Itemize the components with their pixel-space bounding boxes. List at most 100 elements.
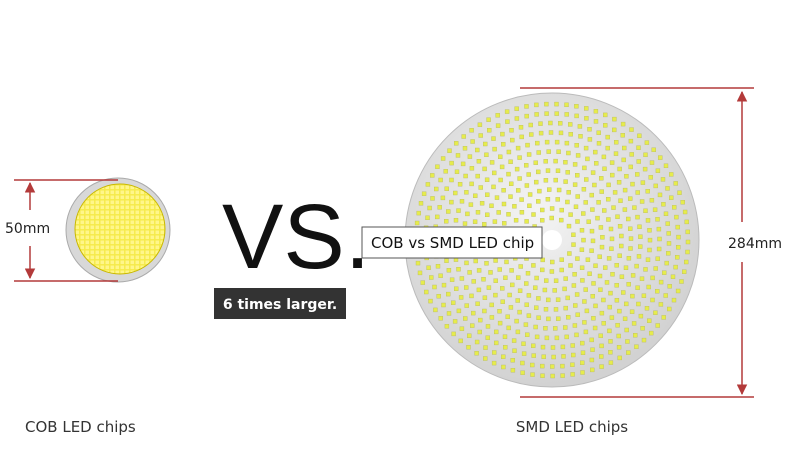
led-dot [438, 177, 443, 183]
led-dot [606, 217, 611, 222]
led-dot [521, 351, 527, 356]
led-dot [599, 354, 604, 359]
led-dot [674, 214, 679, 220]
led-dot [430, 196, 435, 201]
led-dot [531, 343, 536, 348]
led-dot [534, 334, 540, 340]
led-dot [635, 190, 640, 195]
led-dot [453, 217, 459, 223]
led-dot [488, 270, 493, 275]
led-dot [653, 266, 658, 271]
led-dot [621, 290, 626, 295]
led-dot [589, 337, 594, 343]
led-dot [601, 321, 606, 326]
led-dot [538, 130, 544, 136]
led-dot [526, 313, 532, 318]
led-dot [459, 199, 465, 204]
led-dot [560, 373, 565, 378]
led-dot [435, 214, 440, 220]
led-dot [525, 142, 530, 148]
led-dot [638, 244, 643, 249]
led-dot [647, 237, 653, 243]
led-dot [456, 267, 461, 272]
led-dot [648, 175, 653, 180]
led-dot [669, 195, 674, 200]
led-dot [586, 219, 591, 224]
led-dot [563, 305, 568, 311]
led-dot [600, 234, 605, 240]
led-dot [629, 309, 635, 314]
led-dot [608, 290, 613, 296]
led-dot [503, 275, 508, 280]
led-dot [503, 345, 508, 350]
led-dot [605, 134, 610, 140]
led-dot [590, 238, 596, 244]
led-dot [421, 191, 427, 196]
led-dot [579, 265, 585, 270]
led-dot [566, 190, 571, 195]
led-dot [626, 350, 631, 355]
led-dot [524, 113, 529, 119]
led-dot [470, 323, 475, 328]
led-dot [650, 297, 655, 303]
led-dot [543, 326, 548, 331]
led-dot [543, 307, 549, 312]
led-dot [601, 297, 606, 303]
led-dot [454, 286, 459, 291]
led-dot [645, 257, 651, 262]
led-dot [591, 316, 596, 321]
led-dot [444, 218, 449, 224]
led-dot [590, 170, 596, 175]
led-dot [561, 354, 566, 359]
led-dot [491, 184, 496, 190]
led-dot [663, 293, 668, 298]
led-dot [548, 130, 554, 135]
led-dot [612, 127, 617, 133]
led-dot [624, 327, 629, 333]
led-dot [449, 177, 454, 183]
led-dot [622, 316, 628, 321]
led-dot [476, 268, 482, 273]
led-dot [582, 165, 587, 171]
led-dot [477, 122, 483, 127]
led-dot [626, 282, 631, 287]
led-dot [509, 127, 514, 133]
led-dot [671, 297, 677, 303]
led-dot [621, 157, 626, 163]
led-dot [638, 313, 644, 319]
led-dot [582, 320, 587, 325]
led-dot [649, 330, 654, 336]
led-dot [610, 172, 615, 178]
led-dot [534, 112, 539, 117]
led-dot [555, 168, 561, 174]
led-dot [645, 188, 650, 194]
led-dot [502, 221, 507, 226]
led-dot [523, 322, 529, 327]
led-dot [572, 323, 578, 328]
led-dot [577, 124, 583, 129]
led-dot [487, 127, 492, 133]
led-dot [610, 272, 615, 277]
led-dot [591, 281, 596, 286]
led-dot [608, 339, 613, 344]
led-dot [574, 103, 579, 109]
led-dot [510, 368, 516, 373]
led-dot [524, 104, 529, 109]
led-dot [449, 199, 454, 205]
led-dot [481, 277, 486, 282]
led-dot [583, 145, 589, 151]
led-dot [568, 263, 573, 268]
led-dot [438, 273, 443, 278]
led-dot [666, 231, 671, 236]
led-dot [628, 138, 634, 144]
led-dot [637, 133, 642, 139]
led-dot [511, 338, 517, 343]
led-dot [430, 173, 435, 178]
led-dot [465, 211, 470, 217]
led-dot [451, 331, 456, 337]
led-dot [518, 264, 523, 269]
vs-text: VS. [222, 186, 370, 288]
led-dot [531, 212, 536, 217]
led-dot [497, 320, 503, 326]
led-dot [644, 306, 650, 311]
